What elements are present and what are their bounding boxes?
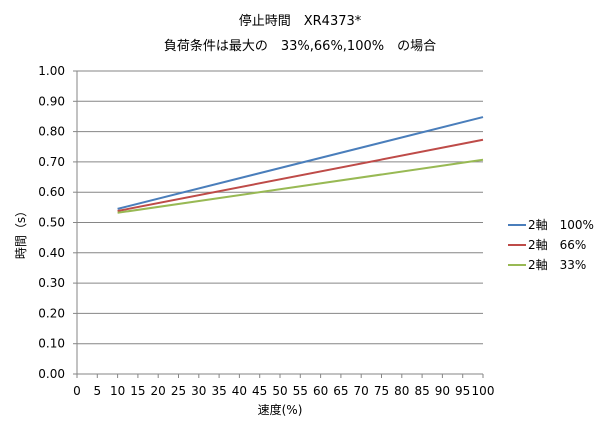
x-tick-label: 65 bbox=[333, 384, 348, 398]
y-tick-labels: 0.00 0.10 0.20 0.30 0.40 0.50 0.60 0.70 0.80 0.90… bbox=[38, 64, 65, 381]
y-tick-label: 0.20 bbox=[38, 306, 65, 320]
x-tick-label: 25 bbox=[171, 384, 186, 398]
x-tick-label: 50 bbox=[272, 384, 287, 398]
x-tick-label: 10 bbox=[110, 384, 125, 398]
x-tick-label: 90 bbox=[435, 384, 450, 398]
y-tick-label: 0.30 bbox=[38, 276, 65, 290]
series-lines bbox=[117, 116, 484, 214]
legend-label-0: 2軸 100% bbox=[528, 218, 594, 232]
x-tick-label: 75 bbox=[374, 384, 389, 398]
x-tick-label: 70 bbox=[354, 384, 369, 398]
legend-label-1: 2軸 66% bbox=[528, 238, 586, 252]
y-tick-label: 0.10 bbox=[38, 337, 65, 351]
series-line-1 bbox=[117, 138, 484, 212]
x-tick-label: 0 bbox=[73, 384, 81, 398]
y-tick-label: 0.80 bbox=[38, 125, 65, 139]
series-line-0 bbox=[117, 116, 484, 210]
y-tick-label: 0.60 bbox=[38, 185, 65, 199]
x-tick-label: 20 bbox=[151, 384, 166, 398]
y-tick-label: 0.40 bbox=[38, 246, 65, 260]
axes bbox=[73, 70, 484, 378]
y-tick-label: 0.00 bbox=[38, 367, 65, 381]
gridlines bbox=[77, 70, 483, 345]
legend-label-2: 2軸 33% bbox=[528, 258, 586, 272]
chart-subtitle: 負荷条件は最大の 33%,66%,100% の場合 bbox=[164, 38, 436, 54]
y-tick-label: 0.50 bbox=[38, 216, 65, 230]
x-tick-label: 100 bbox=[472, 384, 495, 398]
legend: 2軸 100% 2軸 66% 2軸 33% bbox=[508, 218, 594, 272]
x-tick-label: 5 bbox=[93, 384, 101, 398]
y-tick-label: 0.70 bbox=[38, 155, 65, 169]
x-tick-label: 60 bbox=[313, 384, 328, 398]
y-tick-label: 1.00 bbox=[38, 64, 65, 78]
x-tick-label: 15 bbox=[130, 384, 145, 398]
x-tick-label: 35 bbox=[211, 384, 226, 398]
y-axis-label: 時間（s） bbox=[14, 205, 28, 259]
x-tick-label: 45 bbox=[252, 384, 267, 398]
x-tick-label: 80 bbox=[394, 384, 409, 398]
x-tick-label: 95 bbox=[455, 384, 470, 398]
series-line-2 bbox=[117, 158, 484, 214]
x-tick-labels: 0 5 10 15 20 25 30 35 40 45 50 55 60 65 70 75 80 85 90 95 10… bbox=[73, 384, 494, 398]
x-tick-label: 40 bbox=[232, 384, 247, 398]
x-tick-label: 85 bbox=[414, 384, 429, 398]
y-tick-label: 0.90 bbox=[38, 94, 65, 108]
x-tick-label: 30 bbox=[191, 384, 206, 398]
x-axis-label: 速度(%) bbox=[258, 402, 303, 417]
x-tick-label: 55 bbox=[293, 384, 308, 398]
chart-title: 停止時間 XR4373* bbox=[239, 13, 362, 29]
